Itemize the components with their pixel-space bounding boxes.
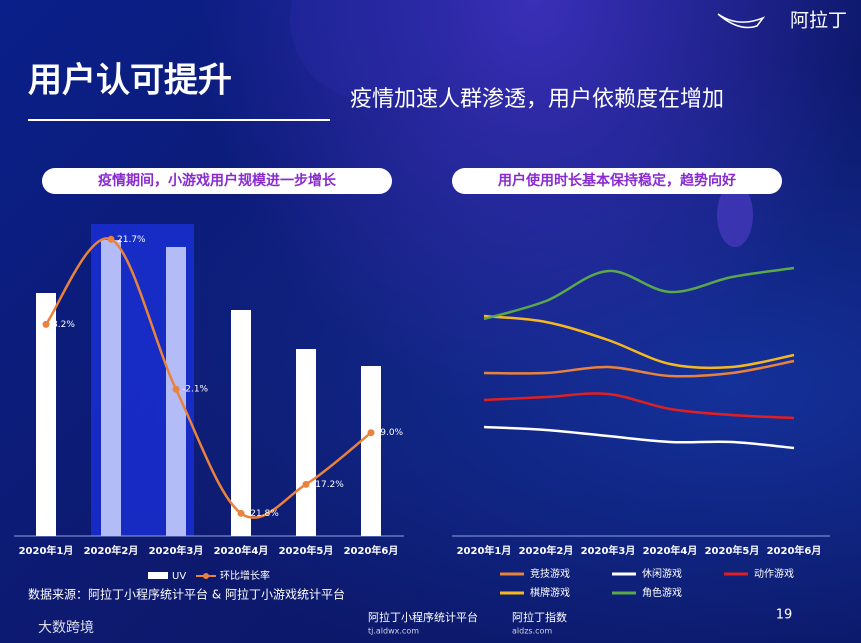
- page-number: 19: [776, 608, 793, 623]
- data-label: -9.0%: [377, 428, 404, 438]
- line-marker: [172, 385, 180, 393]
- x-tick-label: 2020年2月: [519, 544, 574, 557]
- decor-blob: [717, 183, 753, 247]
- legend-swatch: [148, 572, 168, 579]
- legend-label: 竞技游戏: [530, 567, 570, 580]
- subtitle: 疫情加速人群渗透，用户依赖度在增加: [350, 87, 724, 112]
- x-tick-label: 2020年6月: [344, 544, 399, 557]
- pill: [42, 168, 392, 194]
- legend-label: 休闲游戏: [642, 567, 682, 580]
- title: 用户认可提升: [28, 61, 232, 101]
- line-marker: [302, 480, 310, 488]
- data-label: -17.2%: [312, 480, 344, 490]
- chart-title: 疫情期间，小游戏用户规模进一步增长: [98, 172, 337, 189]
- bar: [101, 240, 121, 536]
- chart-title: 用户使用时长基本保持稳定，趋势向好: [498, 172, 736, 189]
- brand: 大数跨境: [38, 620, 94, 636]
- source: 数据来源：阿拉丁小程序统计平台 & 阿拉丁小游戏统计平台: [28, 587, 345, 602]
- x-tick-label: 2020年5月: [705, 544, 760, 557]
- x-tick-label: 2020年2月: [84, 544, 139, 557]
- legend-label: UV: [172, 571, 186, 582]
- x-tick-label: 2020年3月: [581, 544, 636, 557]
- data-label: 8.2%: [52, 320, 75, 330]
- data-label: -2.1%: [182, 385, 209, 395]
- bar: [296, 349, 316, 536]
- x-tick-label: 2020年3月: [149, 544, 204, 557]
- legend-label: 棋牌游戏: [530, 586, 570, 599]
- data-label: -21.8%: [247, 509, 279, 519]
- bar: [36, 293, 56, 536]
- line: [483, 392, 795, 420]
- line-marker: [107, 235, 115, 243]
- data-label: 21.7%: [117, 235, 146, 245]
- x-tick-label: 2020年6月: [767, 544, 822, 557]
- line: [483, 266, 795, 321]
- legend-label: 动作游戏: [754, 567, 794, 580]
- line: [483, 314, 795, 370]
- x-tick-label: 2020年5月: [279, 544, 334, 557]
- bar: [231, 310, 251, 536]
- logo: 阿拉丁: [790, 10, 847, 32]
- x-tick-label: 2020年1月: [457, 544, 512, 557]
- line: [483, 359, 795, 378]
- pill: [452, 168, 782, 194]
- x-tick-label: 2020年4月: [214, 544, 269, 557]
- x-tick-label: 2020年1月: [19, 544, 74, 557]
- brand-url: aldzs.com: [512, 627, 552, 636]
- line-marker: [237, 509, 245, 517]
- logo-icon: [717, 13, 766, 29]
- brand: 阿拉丁小程序统计平台: [368, 610, 478, 624]
- line-marker: [367, 429, 375, 437]
- legend-swatch: [203, 573, 209, 579]
- legend-label: 环比增长率: [220, 569, 270, 582]
- line-marker: [42, 320, 50, 328]
- decor-circle: [290, 0, 450, 100]
- brand: 阿拉丁指数: [512, 610, 567, 624]
- line: [483, 425, 795, 450]
- x-tick-label: 2020年4月: [643, 544, 698, 557]
- bar: [361, 366, 381, 536]
- legend-label: 角色游戏: [642, 586, 682, 599]
- brand-url: tj.aldwx.com: [368, 627, 419, 636]
